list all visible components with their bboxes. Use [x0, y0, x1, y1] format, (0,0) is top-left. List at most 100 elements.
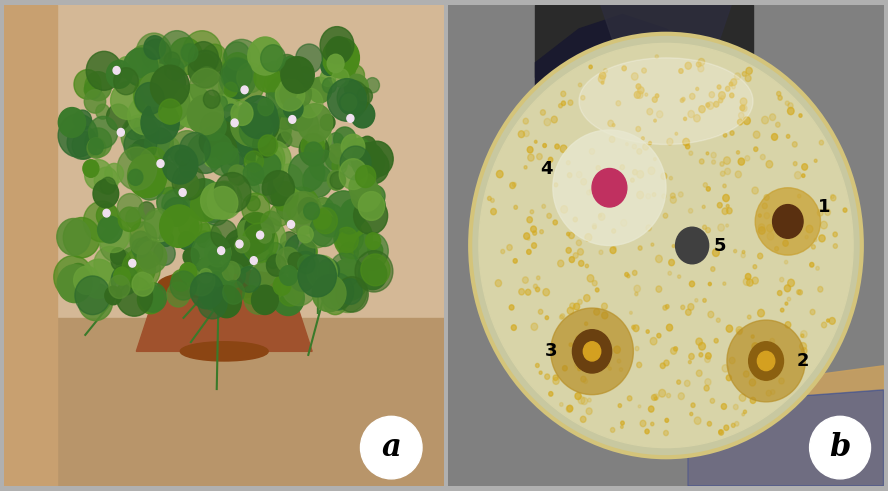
Circle shape: [337, 59, 355, 79]
Circle shape: [739, 112, 744, 118]
Circle shape: [706, 152, 709, 155]
Circle shape: [335, 227, 358, 253]
Circle shape: [83, 160, 99, 177]
Circle shape: [252, 112, 279, 140]
Circle shape: [250, 261, 286, 301]
Circle shape: [795, 171, 801, 179]
Circle shape: [86, 52, 122, 90]
Circle shape: [270, 203, 290, 226]
Circle shape: [298, 255, 337, 297]
Circle shape: [799, 114, 802, 117]
Circle shape: [218, 247, 225, 254]
Circle shape: [111, 265, 139, 295]
Circle shape: [592, 280, 597, 286]
Circle shape: [764, 213, 770, 219]
Bar: [4, 5, 444, 318]
Circle shape: [635, 346, 639, 351]
Circle shape: [181, 44, 198, 62]
Circle shape: [567, 161, 570, 165]
Circle shape: [621, 425, 623, 429]
Circle shape: [524, 165, 527, 169]
Circle shape: [234, 237, 250, 253]
Circle shape: [688, 360, 692, 364]
Circle shape: [524, 130, 529, 136]
Circle shape: [201, 112, 226, 140]
Circle shape: [586, 408, 592, 414]
Circle shape: [224, 82, 237, 97]
Circle shape: [519, 131, 525, 137]
Circle shape: [145, 211, 173, 242]
Circle shape: [810, 309, 815, 315]
Circle shape: [766, 224, 773, 232]
Circle shape: [345, 65, 364, 86]
Circle shape: [760, 154, 765, 160]
Circle shape: [672, 245, 675, 247]
Circle shape: [244, 145, 265, 167]
Circle shape: [199, 272, 235, 311]
Circle shape: [118, 207, 140, 231]
Circle shape: [802, 164, 807, 170]
Circle shape: [699, 353, 702, 357]
Circle shape: [630, 178, 634, 182]
Circle shape: [239, 96, 278, 138]
Circle shape: [599, 214, 601, 217]
Circle shape: [247, 154, 284, 195]
Circle shape: [665, 304, 669, 309]
Circle shape: [666, 324, 672, 331]
Circle shape: [262, 149, 282, 171]
Circle shape: [645, 93, 647, 96]
Circle shape: [242, 223, 278, 263]
Circle shape: [577, 248, 583, 255]
Circle shape: [237, 213, 274, 253]
Circle shape: [142, 39, 171, 71]
Circle shape: [601, 303, 607, 309]
Circle shape: [637, 91, 643, 99]
Circle shape: [618, 404, 622, 408]
Circle shape: [274, 107, 295, 130]
Circle shape: [324, 191, 363, 233]
Circle shape: [648, 141, 652, 144]
Circle shape: [302, 134, 325, 158]
Circle shape: [337, 138, 355, 158]
Circle shape: [253, 132, 276, 158]
Circle shape: [560, 314, 565, 319]
Ellipse shape: [727, 320, 805, 402]
Circle shape: [351, 102, 375, 128]
Circle shape: [638, 405, 641, 408]
Circle shape: [777, 291, 782, 296]
Circle shape: [602, 312, 608, 319]
Circle shape: [303, 164, 332, 197]
Circle shape: [350, 145, 371, 168]
Circle shape: [718, 202, 722, 208]
Circle shape: [237, 220, 256, 241]
Circle shape: [251, 285, 278, 315]
Circle shape: [296, 44, 322, 73]
Circle shape: [288, 220, 295, 228]
Circle shape: [332, 158, 347, 174]
Circle shape: [830, 194, 834, 198]
Circle shape: [124, 118, 145, 140]
Circle shape: [718, 98, 723, 103]
Circle shape: [345, 74, 369, 101]
Circle shape: [339, 92, 359, 114]
Circle shape: [770, 114, 775, 121]
Circle shape: [754, 147, 757, 151]
Circle shape: [334, 217, 373, 259]
Circle shape: [558, 260, 564, 267]
Circle shape: [190, 273, 223, 309]
Circle shape: [361, 254, 390, 286]
Circle shape: [67, 126, 98, 159]
Circle shape: [74, 110, 91, 130]
Circle shape: [190, 223, 223, 258]
Circle shape: [738, 158, 744, 165]
Circle shape: [187, 95, 224, 135]
Circle shape: [592, 225, 596, 229]
Circle shape: [526, 289, 531, 295]
Circle shape: [743, 410, 747, 413]
Circle shape: [801, 334, 804, 337]
Circle shape: [116, 276, 153, 316]
Circle shape: [161, 100, 189, 131]
Circle shape: [688, 257, 692, 262]
Circle shape: [734, 421, 739, 426]
Circle shape: [281, 232, 298, 251]
